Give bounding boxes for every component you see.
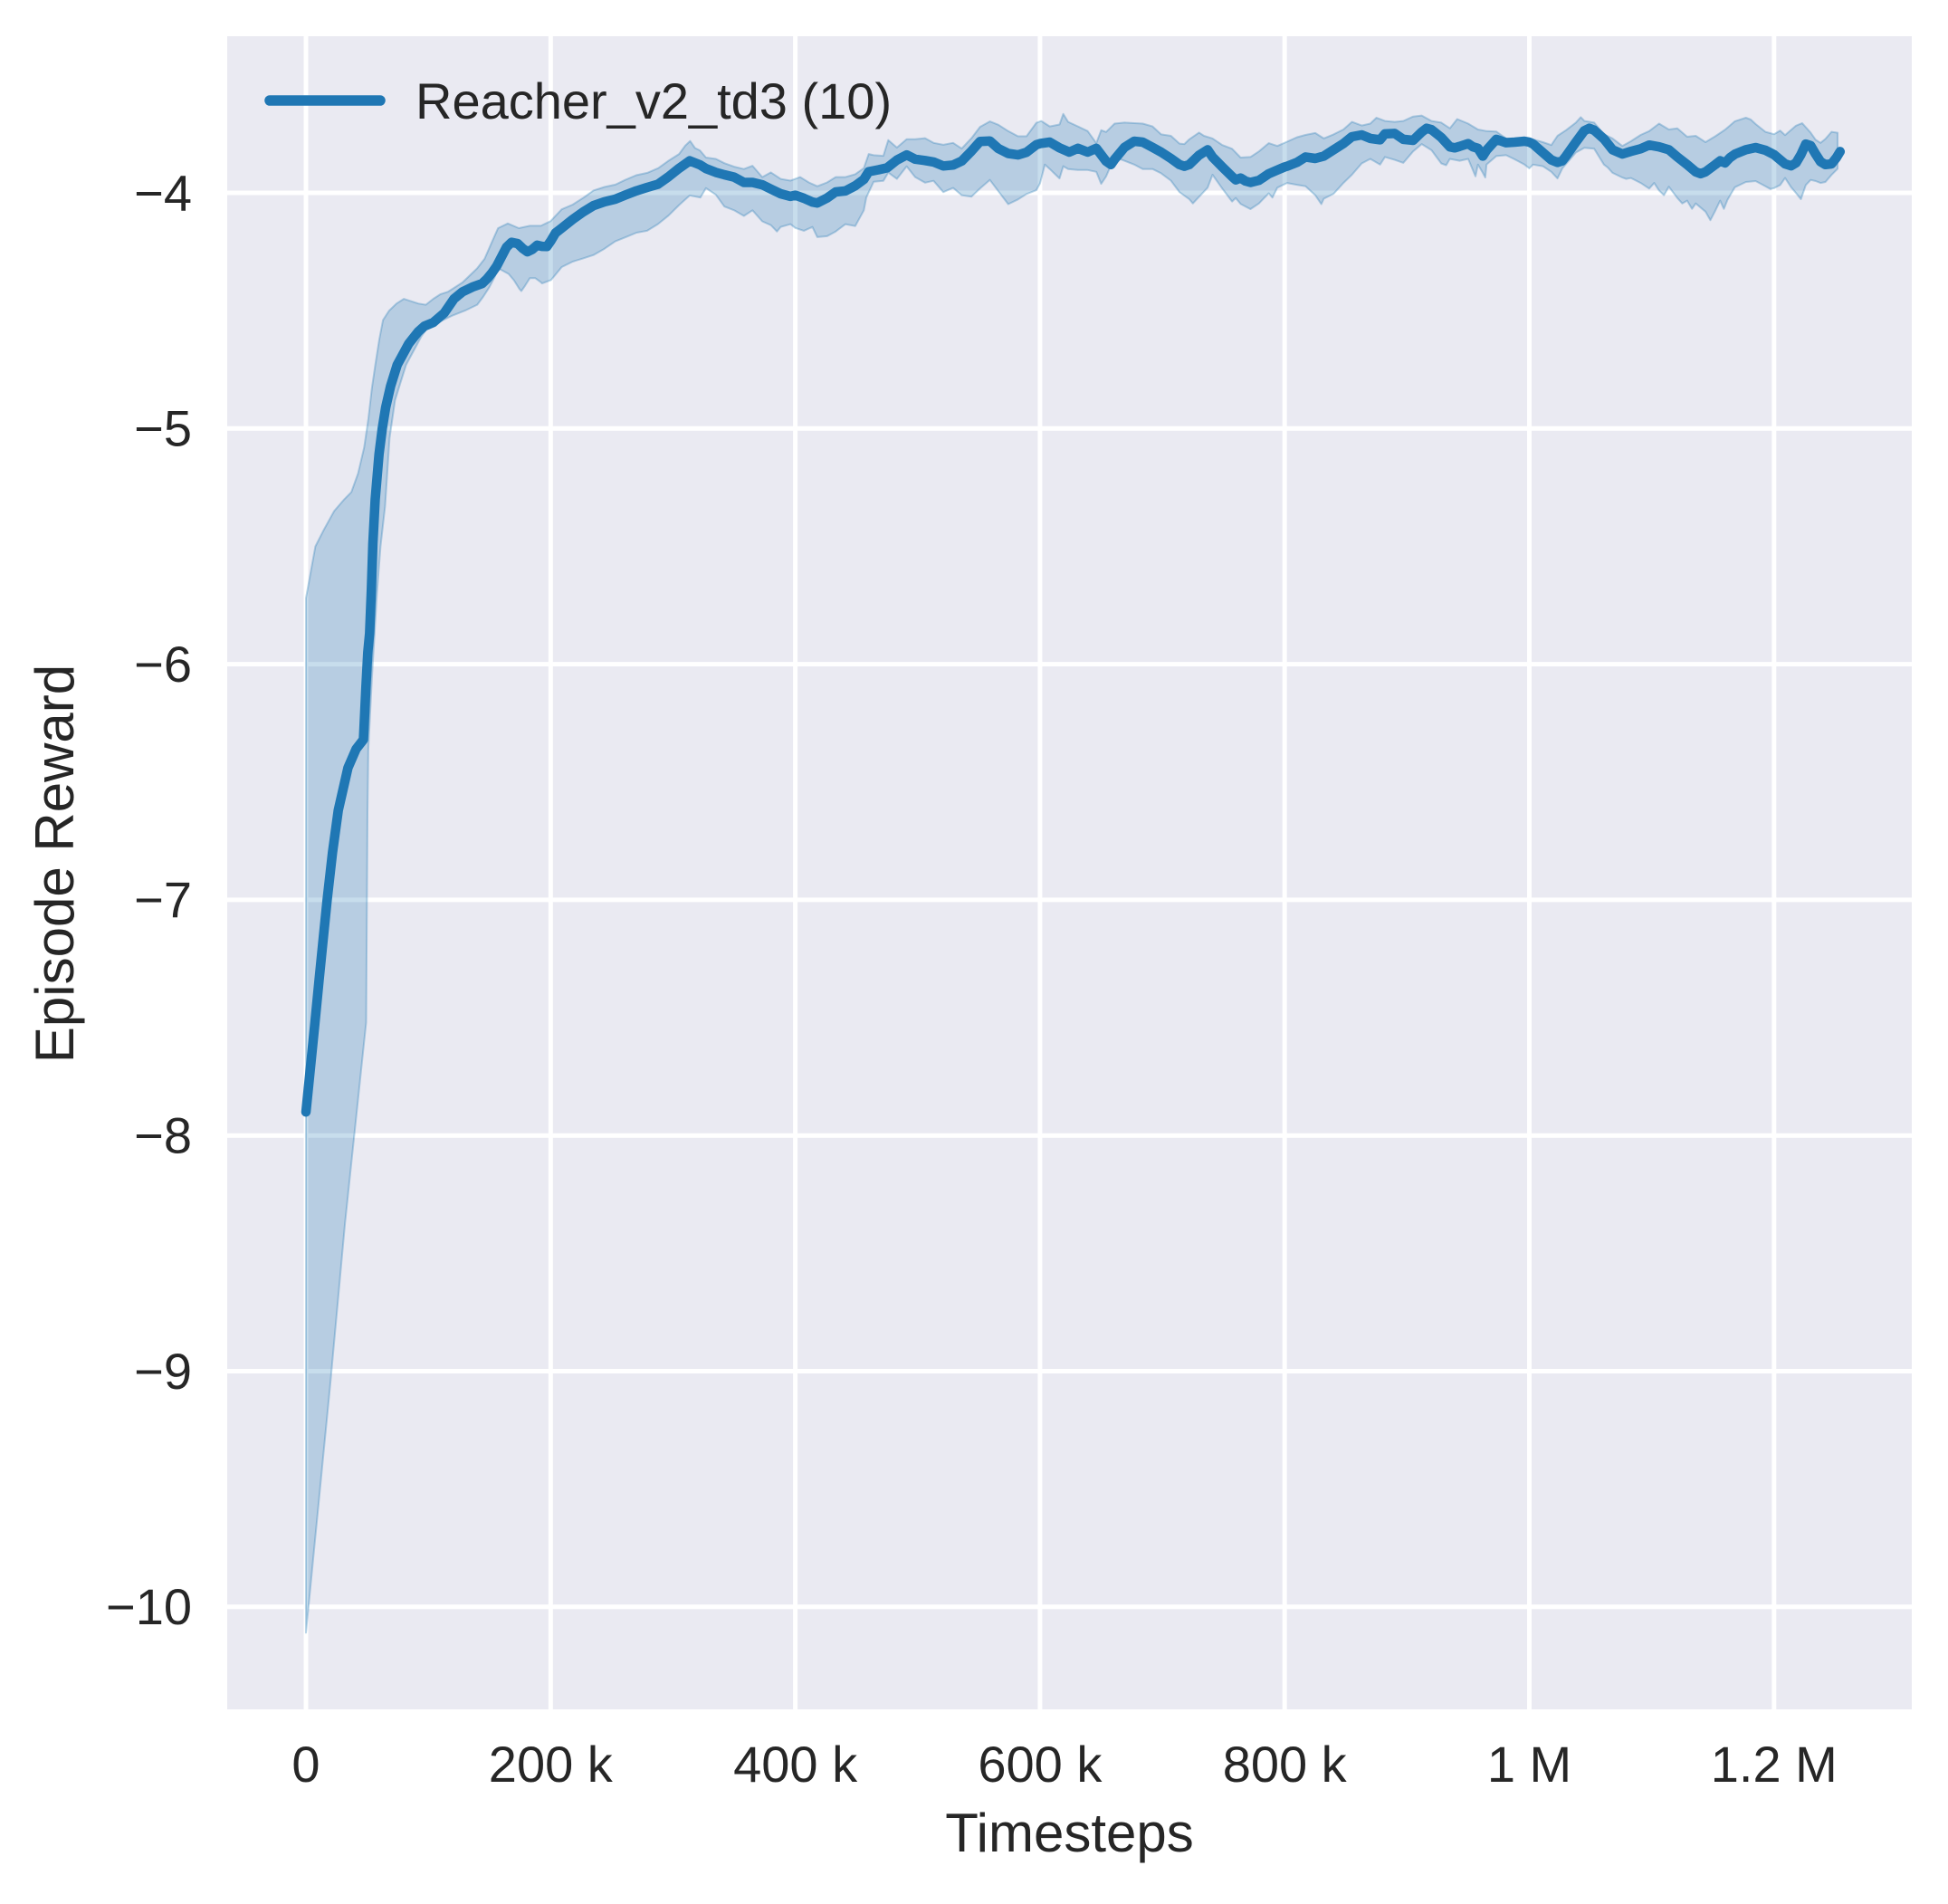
svg-text:800 k: 800 k (1223, 1736, 1348, 1793)
svg-text:1 M: 1 M (1487, 1736, 1571, 1793)
svg-text:400 k: 400 k (733, 1736, 858, 1793)
svg-text:−10: −10 (106, 1578, 192, 1635)
svg-text:Reacher_v2_td3 (10): Reacher_v2_td3 (10) (415, 72, 892, 129)
svg-text:−9: −9 (134, 1343, 192, 1400)
svg-text:−7: −7 (134, 871, 192, 928)
svg-text:Episode Reward: Episode Reward (24, 665, 85, 1063)
svg-text:1.2 M: 1.2 M (1711, 1736, 1838, 1793)
svg-text:−4: −4 (134, 164, 192, 221)
svg-text:−5: −5 (134, 400, 192, 457)
svg-text:−6: −6 (134, 636, 192, 693)
svg-text:Timesteps: Timesteps (945, 1803, 1194, 1863)
svg-text:600 k: 600 k (978, 1736, 1103, 1793)
svg-text:0: 0 (291, 1736, 320, 1793)
svg-text:−8: −8 (134, 1107, 192, 1164)
svg-text:200 k: 200 k (489, 1736, 614, 1793)
